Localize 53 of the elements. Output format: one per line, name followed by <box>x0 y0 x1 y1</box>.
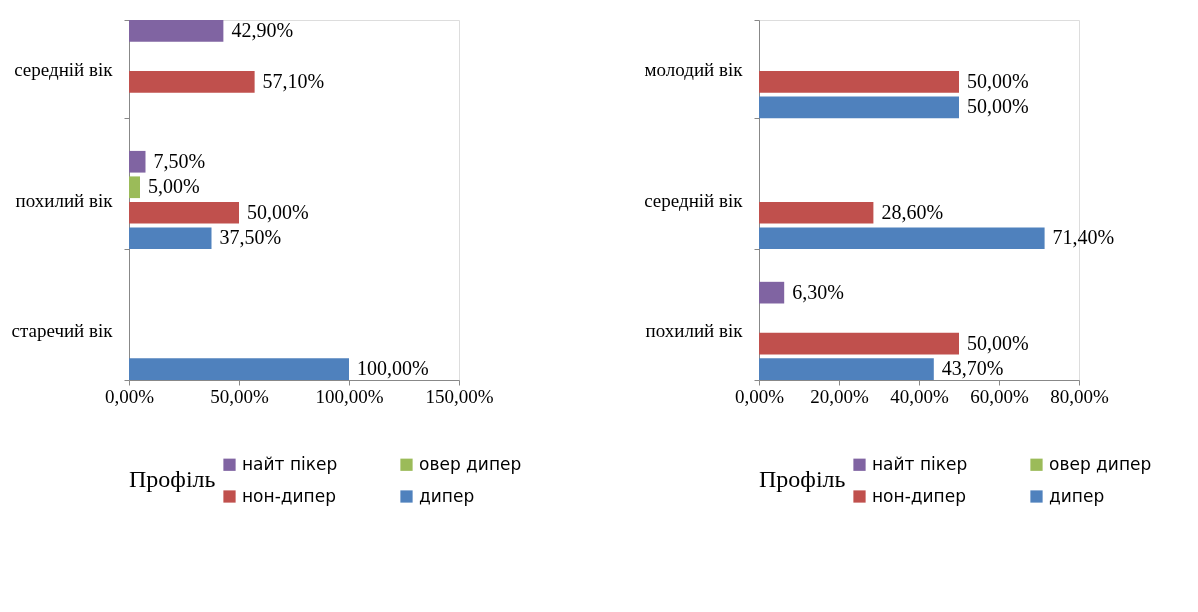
data-label: 7,50% <box>153 149 206 172</box>
x-tick-label: 80,00% <box>1050 385 1109 407</box>
data-label: 6,30% <box>792 280 844 303</box>
x-tick-label: 0,00% <box>104 385 155 407</box>
y-tick-label: середній вік <box>644 189 744 211</box>
bar <box>129 176 140 199</box>
x-tick-label: 100,00% <box>315 385 384 407</box>
data-label: 37,50% <box>219 226 282 249</box>
legend-label: овер дипер <box>419 453 522 474</box>
bar <box>759 332 959 355</box>
data-label: 50,00% <box>247 200 309 223</box>
y-tick-label: старечий вік <box>11 320 114 342</box>
bar <box>129 20 224 42</box>
data-label: 50,00% <box>967 331 1029 354</box>
legend-label: найт пікер <box>242 453 338 474</box>
x-tick-label: 40,00% <box>890 385 949 407</box>
data-label: 100,00% <box>357 357 429 380</box>
x-tick-label: 50,00% <box>210 385 269 407</box>
data-label: 57,10% <box>262 69 325 92</box>
bar <box>129 150 146 173</box>
x-tick-label: 150,00% <box>425 385 494 407</box>
data-label: 28,60% <box>881 200 944 223</box>
bar <box>759 71 959 93</box>
data-label: 5,00% <box>148 175 200 198</box>
legend-title: Профіль <box>759 466 846 492</box>
legend-label: нон-дипер <box>872 485 966 506</box>
legend-label: дипер <box>419 485 475 506</box>
data-label: 42,90% <box>231 18 294 41</box>
bar <box>129 201 239 224</box>
bar <box>129 71 255 93</box>
bar <box>129 227 212 250</box>
y-tick-label: похилий вік <box>645 320 744 342</box>
data-label: 50,00% <box>967 95 1029 118</box>
bar <box>759 281 785 304</box>
bar <box>759 201 874 224</box>
bar <box>759 96 959 119</box>
x-tick-label: 20,00% <box>810 385 869 407</box>
data-label: 71,40% <box>1052 226 1115 249</box>
legend-label: дипер <box>1049 485 1105 506</box>
bar <box>129 358 349 380</box>
legend-title: Профіль <box>129 466 216 492</box>
x-tick-label: 0,00% <box>734 385 785 407</box>
y-tick-label: молодий вік <box>644 58 744 80</box>
legend-label: нон-дипер <box>242 485 336 506</box>
legend-label: найт пікер <box>872 453 968 474</box>
bar <box>759 227 1045 250</box>
y-tick-label: середній вік <box>14 58 114 80</box>
y-tick-label: похилий вік <box>15 189 114 211</box>
data-label: 50,00% <box>967 69 1029 92</box>
bar <box>759 358 934 380</box>
data-label: 43,70% <box>941 357 1004 380</box>
x-tick-label: 60,00% <box>970 385 1029 407</box>
legend-label: овер дипер <box>1049 453 1152 474</box>
